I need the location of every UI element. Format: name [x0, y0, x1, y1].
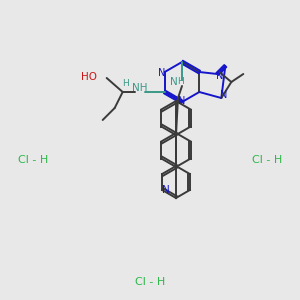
Text: NH: NH	[132, 83, 147, 93]
Text: N: N	[178, 96, 186, 106]
Text: N: N	[158, 68, 165, 78]
Text: Cl - H: Cl - H	[135, 277, 165, 287]
Text: N: N	[170, 77, 178, 87]
Text: Cl - H: Cl - H	[18, 155, 48, 165]
Text: HO: HO	[81, 72, 97, 82]
Text: N: N	[162, 185, 170, 195]
Text: Cl - H: Cl - H	[252, 155, 282, 165]
Text: H: H	[178, 77, 184, 86]
Text: N: N	[220, 90, 227, 100]
Text: N: N	[216, 71, 223, 81]
Text: H: H	[122, 80, 129, 88]
